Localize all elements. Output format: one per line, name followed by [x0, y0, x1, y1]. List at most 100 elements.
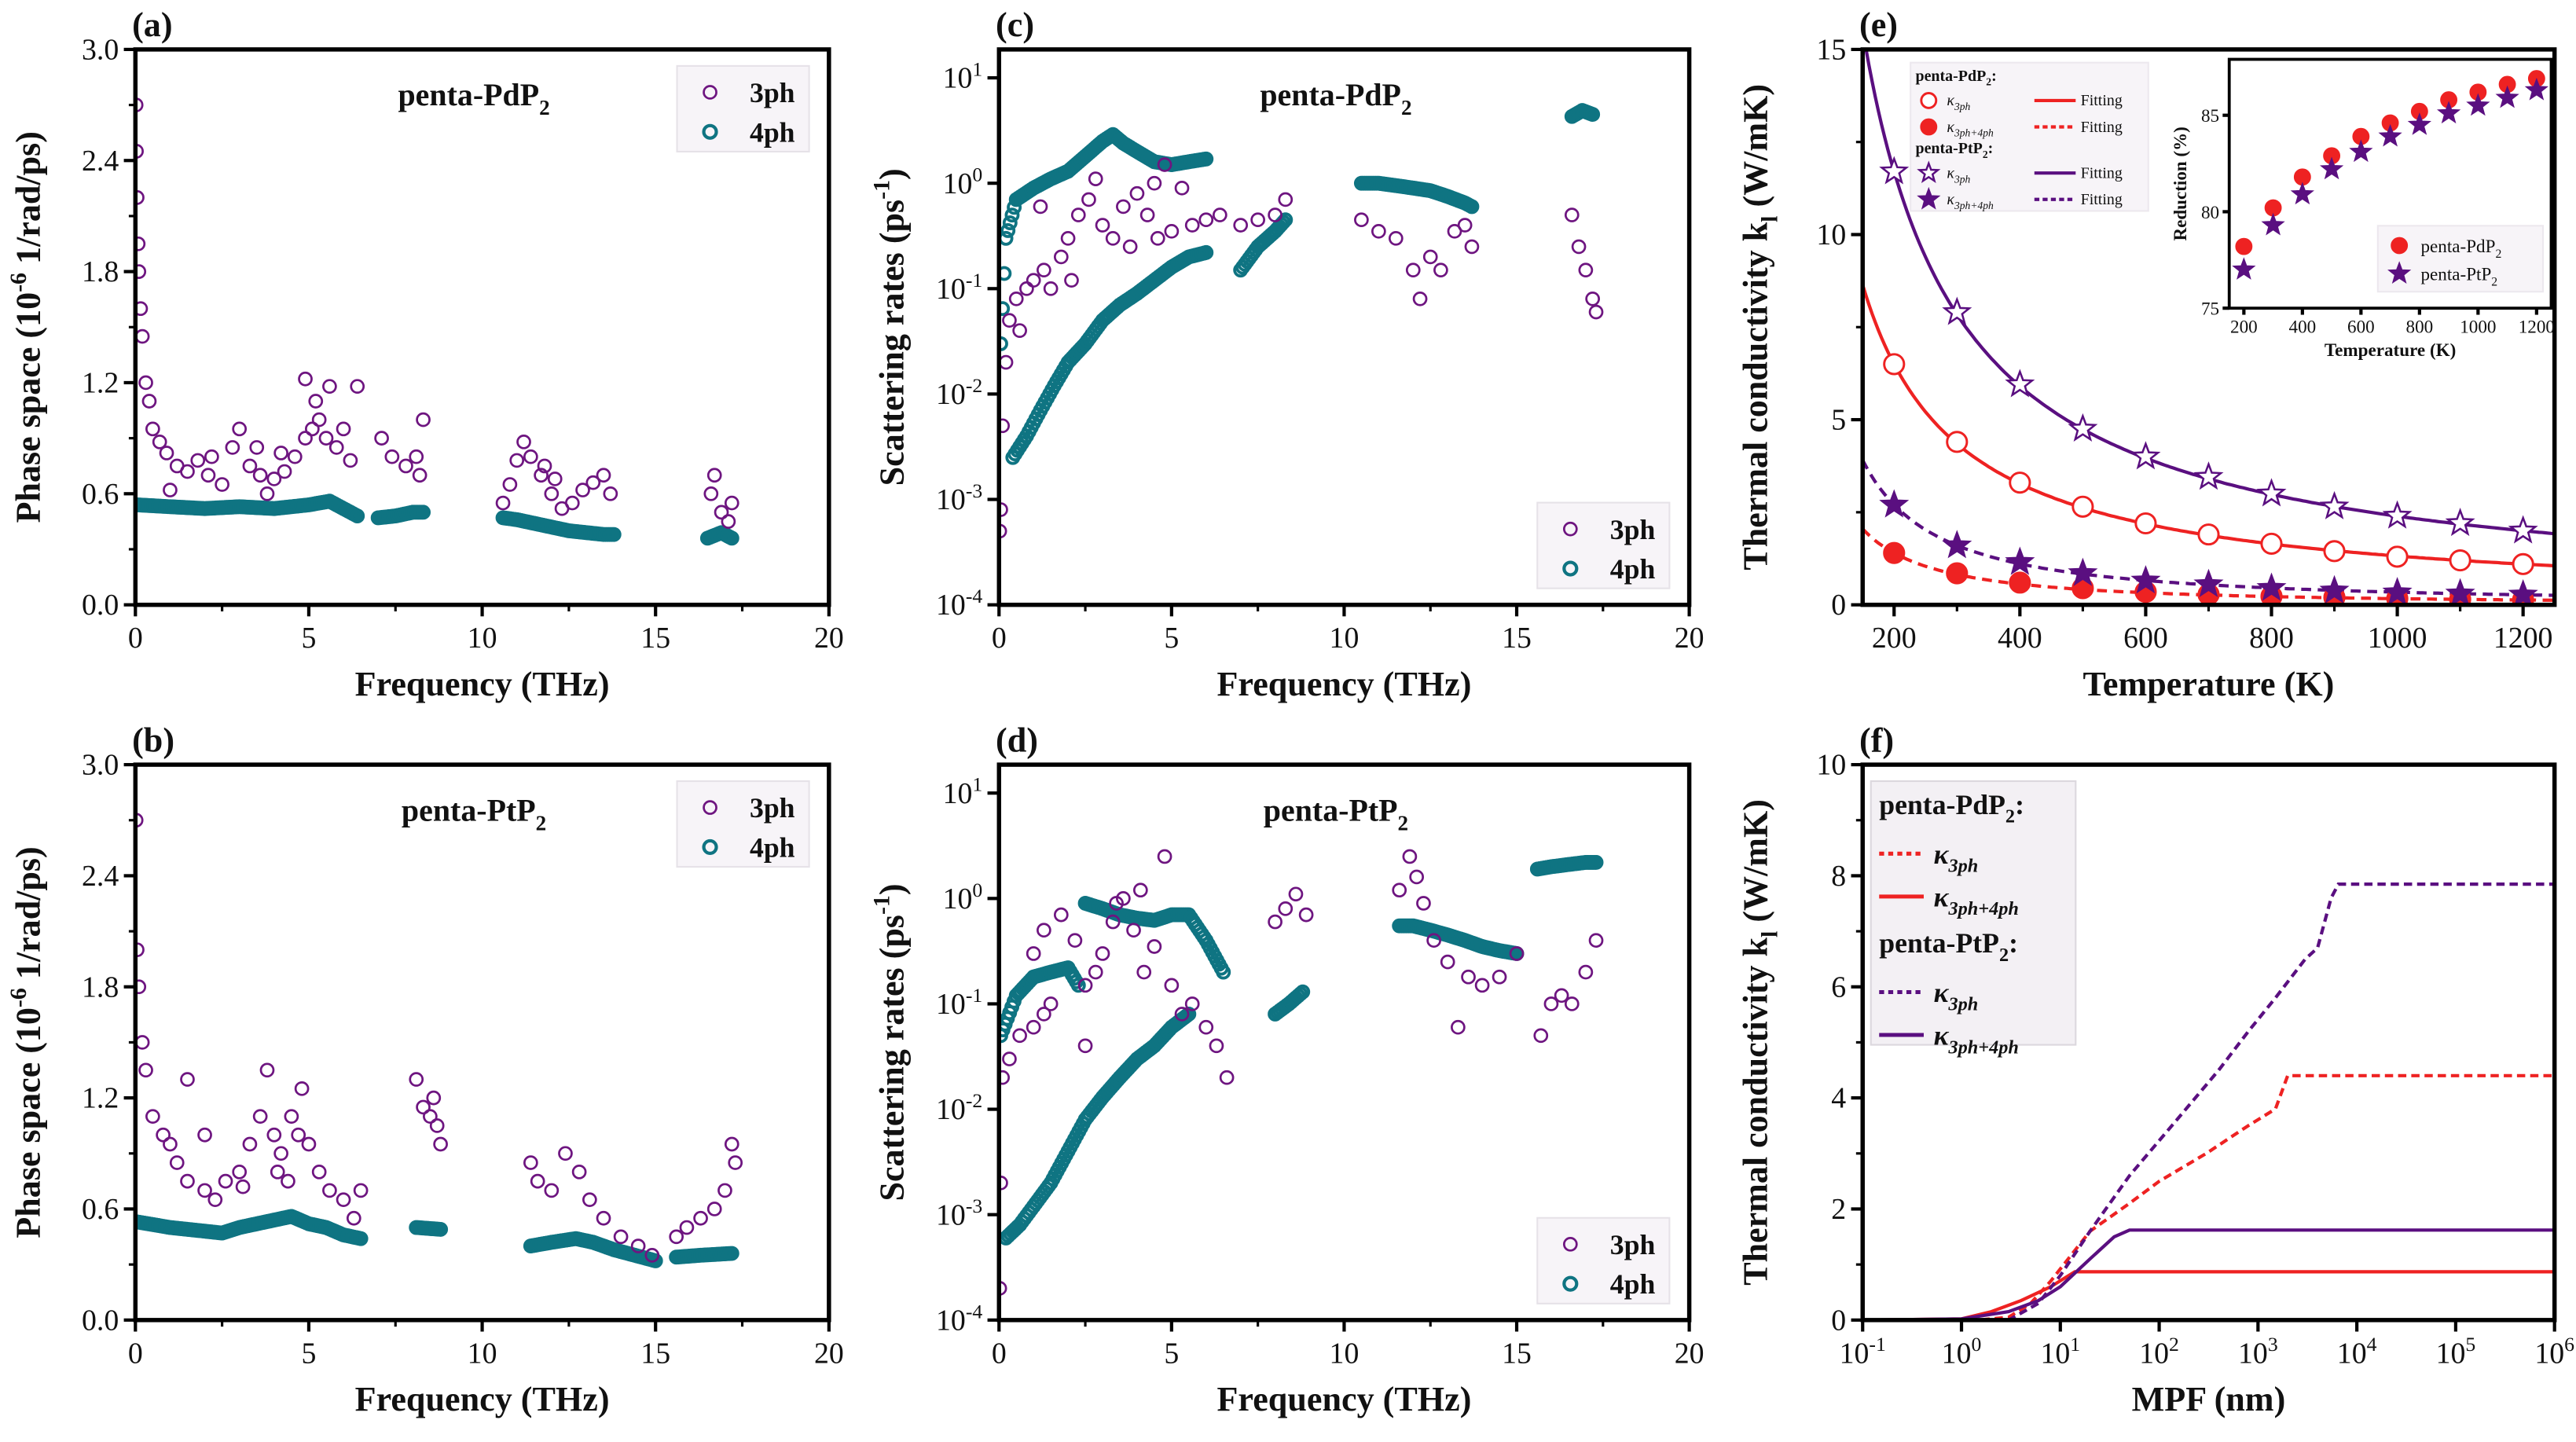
inset-data-point: [2235, 237, 2253, 255]
data-point-3ph: [1440, 954, 1455, 970]
legend-marker-3ph: [1562, 1237, 1578, 1252]
legend-label: κ3ph+4ph: [1934, 881, 2019, 919]
legend-marker: [1917, 160, 1941, 184]
x-tick-label: 200: [1872, 622, 1917, 655]
y-tick-label: 0: [1831, 1304, 1846, 1337]
data-point-3ph: [190, 453, 206, 468]
data-point-3ph: [714, 505, 729, 520]
x-tick-label: 5: [1164, 622, 1179, 655]
inset-data-point: [2524, 77, 2548, 101]
data-point-3ph: [346, 1210, 361, 1226]
legend-label: κ3ph: [1934, 838, 1979, 877]
data-point-3ph: [693, 1210, 708, 1226]
data-point-3ph: [1212, 207, 1227, 222]
data-point-4ph: [416, 505, 431, 520]
data-point-4ph: [1216, 964, 1231, 980]
data-point-3ph: [1571, 239, 1587, 255]
data-point-3ph: [1053, 907, 1069, 923]
data-point-3ph: [252, 1109, 268, 1125]
data-point-3ph: [1174, 180, 1190, 196]
data-point-3ph: [1070, 207, 1086, 222]
y-tick-label: 101: [943, 58, 983, 95]
data-point-3ph: [318, 431, 334, 446]
y-tick-label: 10: [1816, 218, 1846, 251]
material-annotation: penta-PdP2: [1260, 77, 1411, 119]
legend-label: 3ph: [1610, 514, 1656, 545]
x-tick-label: 20: [814, 1337, 844, 1370]
plot-area: [135, 97, 739, 546]
data-point: [1942, 530, 1972, 559]
data-point-3ph: [135, 328, 150, 344]
axes-frame: [2227, 57, 2553, 310]
plot-area: [1862, 49, 2555, 605]
data-point-3ph: [1150, 230, 1165, 246]
x-tick-label: 20: [1675, 622, 1704, 655]
data-point-3ph: [426, 1090, 442, 1106]
inset-data-point: [2290, 182, 2314, 205]
x-tick-label: 5: [1164, 1337, 1179, 1370]
data-point-3ph: [1184, 218, 1200, 233]
y-tick-label: 85: [2201, 105, 2219, 126]
axes-frame: [1860, 47, 2557, 607]
data-point-3ph: [1037, 1007, 1051, 1022]
x-tick-label: 15: [640, 622, 670, 655]
data-point-4ph: [999, 301, 1011, 317]
data-point-3ph: [353, 1183, 369, 1198]
data-point-4ph: [353, 1231, 369, 1246]
data-point-3ph: [1136, 964, 1152, 980]
x-tick-label: 105: [2436, 1333, 2476, 1370]
data-point: [2193, 568, 2224, 597]
data-point-3ph: [374, 431, 389, 446]
data-point-3ph: [204, 449, 219, 464]
y-tick-label: 3.0: [82, 34, 119, 67]
panel-f: 10-1 100 101 102 103 104 105 106 0 2 4 6 8 10 MPF (nm)…: [1736, 721, 2574, 1418]
legend-marker-3ph: [1562, 521, 1578, 537]
data-point-3ph: [547, 471, 563, 486]
data-point-3ph: [273, 1146, 288, 1161]
data-point-3ph: [1053, 249, 1069, 265]
data-point-3ph: [1026, 1019, 1041, 1035]
data-point-3ph: [294, 1081, 310, 1096]
line-series: [1862, 1270, 2555, 1320]
legend-fit-label: Fitting: [2081, 165, 2123, 182]
data-point-3ph: [1198, 212, 1214, 228]
data-point: [2445, 578, 2475, 605]
inset-data-point: [2319, 156, 2344, 180]
series-3ph: [135, 813, 743, 1263]
legend-label: 3ph: [750, 77, 795, 108]
data-point-3ph: [1105, 230, 1121, 246]
data-point-4ph: [999, 266, 1012, 281]
data-point-3ph: [502, 477, 518, 492]
legend-box: [1536, 1216, 1671, 1304]
panel-label: (d): [996, 721, 1038, 759]
panel-a: 0 5 10 15 20 0.0 0.6 1.2 1.8 2.4 3.0 Frequency (THz…: [6, 6, 844, 703]
data-point-3ph: [1002, 313, 1017, 328]
data-point-3ph: [135, 301, 149, 317]
data-point: [2445, 508, 2475, 537]
data-point-3ph: [336, 421, 351, 437]
x-tick-label: 600: [2123, 622, 2168, 655]
legend-group-title: penta-PtP2:: [1879, 927, 2018, 966]
data-point: [1946, 562, 1969, 585]
data-point-4ph: [1000, 222, 1016, 238]
data-point: [2009, 471, 2031, 494]
y-axis-title: Thermal conductivity kl (W/mK): [1736, 84, 1782, 571]
y-tick-label: 1.8: [82, 255, 119, 288]
panel-label: (b): [132, 721, 174, 759]
data-point-3ph: [350, 379, 365, 394]
x-tick-label: 106: [2534, 1333, 2574, 1370]
data-point-3ph: [706, 468, 722, 483]
legend-box: [676, 64, 810, 152]
data-point-3ph: [1474, 978, 1490, 993]
y-tick-label: 10-4: [936, 1300, 982, 1337]
inset-data-point: [2261, 212, 2285, 236]
data-point: [2382, 500, 2413, 529]
panel-e: 200 400 600 800 1000 1200 0 5 10 15 Temperature (K…: [1736, 6, 2557, 703]
x-axis-title: Temperature (K): [2325, 339, 2456, 360]
data-point: [1879, 156, 1910, 185]
data-point-3ph: [1184, 996, 1200, 1011]
data-point-3ph: [197, 1183, 212, 1198]
y-tick-label: 10-3: [936, 1194, 982, 1231]
panel-d: 0 5 10 15 20 10-4 10-3 10-2 10-1 100 101 Frequency …: [869, 721, 1704, 1418]
data-point-3ph: [999, 354, 1014, 370]
